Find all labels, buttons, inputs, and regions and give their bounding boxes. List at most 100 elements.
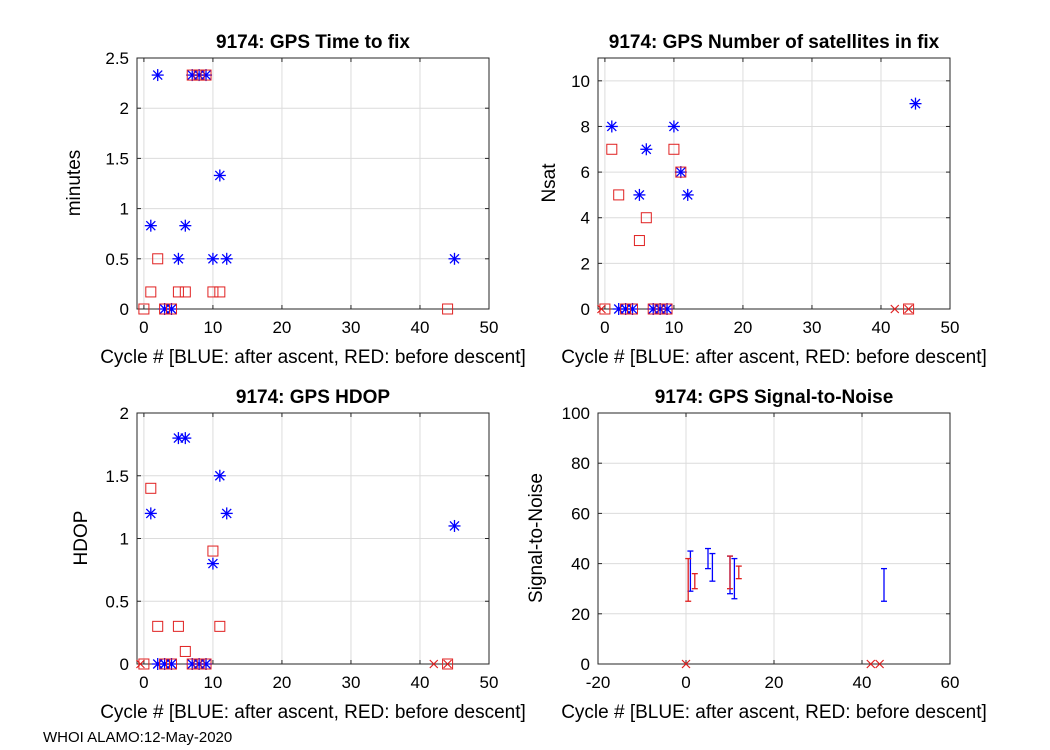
y-tick-label: 0.5	[105, 592, 129, 611]
star-stroke	[180, 220, 191, 231]
data-point-star	[213, 169, 226, 182]
data-point-square	[145, 482, 157, 494]
x-tick-label: 50	[941, 318, 960, 337]
y-axis-label: minutes	[64, 150, 85, 217]
x-tick-label: 40	[411, 673, 430, 692]
x-axis-label: Cycle # [BLUE: after ascent, RED: before…	[100, 702, 526, 723]
data-point-square	[179, 286, 191, 298]
y-tick-label: 4	[581, 209, 590, 228]
data-point-star	[448, 252, 461, 265]
data-point-star	[633, 188, 646, 201]
data-point-star	[165, 303, 178, 315]
star-stroke	[214, 170, 225, 181]
x-stroke	[597, 304, 606, 314]
data-point-square	[172, 286, 184, 298]
data-point-square	[166, 303, 178, 315]
data-point-square	[599, 303, 611, 315]
y-tick-label: 1	[120, 530, 129, 549]
data-point-square	[214, 620, 226, 632]
x-tick-label: 20	[765, 673, 784, 692]
data-point-star	[626, 303, 639, 315]
data-point-square	[200, 658, 212, 670]
x-tick-label: 30	[341, 673, 360, 692]
data-point-star	[200, 658, 213, 670]
chart-title: 9174: GPS HDOP	[236, 387, 390, 408]
data-point-star	[206, 252, 219, 265]
y-tick-label: 0	[581, 655, 590, 674]
x-tick-label: 20	[272, 318, 291, 337]
data-point-square	[442, 658, 454, 670]
x-tick-label: 50	[480, 318, 499, 337]
y-tick-label: 1.5	[105, 467, 129, 486]
y-tick-label: 0.5	[105, 250, 129, 269]
data-point-x	[681, 659, 691, 669]
data-point-star	[681, 188, 694, 201]
star-stroke	[180, 433, 191, 444]
y-axis-label: Nsat	[539, 163, 560, 203]
x-axis-label: Cycle # [BLUE: after ascent, RED: before…	[100, 347, 526, 368]
star-stroke	[201, 659, 211, 669]
x-tick-label: 30	[341, 318, 360, 337]
data-point-square	[193, 69, 205, 81]
data-point-square	[179, 645, 191, 657]
data-point-star	[179, 219, 192, 232]
data-point-square	[152, 620, 164, 632]
data-point-square	[442, 303, 454, 315]
x-stroke	[890, 304, 900, 314]
plot-frame	[597, 57, 951, 310]
data-point-x	[136, 659, 145, 669]
y-tick-label: 0	[120, 655, 129, 674]
y-tick-label: 2	[120, 99, 129, 118]
data-point-square	[627, 303, 639, 315]
data-point-x	[429, 659, 439, 669]
star-stroke	[910, 98, 921, 109]
data-point-square	[207, 545, 219, 557]
x-tick-label: 40	[872, 318, 891, 337]
data-point-square	[172, 620, 184, 632]
chart-title: 9174: GPS Number of satellites in fix	[609, 32, 940, 53]
x-tick-label: 20	[272, 673, 291, 692]
star-stroke	[662, 304, 672, 314]
x-tick-label: 10	[203, 673, 222, 692]
data-point-star	[448, 519, 461, 532]
x-tick-label: 60	[941, 673, 960, 692]
y-tick-label: 60	[571, 504, 590, 523]
data-point-square	[207, 286, 219, 298]
data-point-x	[443, 659, 453, 669]
star-stroke	[145, 220, 156, 231]
data-point-square	[159, 303, 171, 315]
data-point-x	[866, 659, 876, 669]
data-point-star	[179, 432, 192, 445]
x-stroke	[904, 304, 914, 314]
data-point-square	[654, 303, 666, 315]
x-stroke	[429, 659, 439, 669]
data-point-star	[220, 252, 233, 265]
data-point-square	[214, 286, 226, 298]
star-stroke	[449, 253, 460, 264]
data-point-square	[620, 303, 632, 315]
data-point-square	[903, 303, 915, 315]
x-tick-label: 20	[733, 318, 752, 337]
data-point-x	[597, 304, 606, 314]
data-point-star	[144, 219, 157, 232]
data-point-square	[647, 303, 659, 315]
x-stroke	[875, 659, 885, 669]
data-point-square	[186, 658, 198, 670]
star-stroke	[166, 659, 177, 669]
star-stroke	[201, 70, 211, 81]
x-tick-label: 40	[411, 318, 430, 337]
star-stroke	[221, 253, 232, 264]
y-tick-label: 2	[120, 404, 129, 423]
data-point-square	[640, 212, 652, 224]
footer-label: WHOI ALAMO:12-May-2020	[43, 729, 232, 746]
data-point-star	[151, 69, 164, 82]
y-tick-label: 20	[571, 605, 590, 624]
star-stroke	[627, 304, 638, 314]
x-tick-label: 10	[203, 318, 222, 337]
y-tick-label: 100	[562, 404, 590, 423]
star-stroke	[214, 470, 225, 481]
data-point-square	[152, 253, 164, 265]
data-point-square	[200, 69, 212, 81]
data-point-square	[606, 143, 618, 155]
chart-title: 9174: GPS Signal-to-Noise	[655, 387, 894, 408]
